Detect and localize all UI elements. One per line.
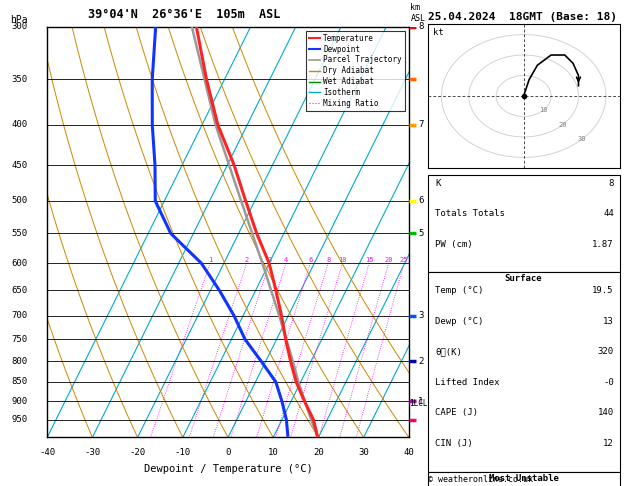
Text: 20: 20	[313, 448, 324, 457]
Text: 1LCL: 1LCL	[409, 399, 427, 408]
Text: K: K	[435, 179, 441, 188]
Text: 20: 20	[384, 257, 393, 263]
Text: 25: 25	[400, 257, 408, 263]
Text: 650: 650	[11, 286, 27, 295]
Text: 300: 300	[11, 22, 27, 31]
FancyBboxPatch shape	[428, 471, 620, 486]
Text: 10: 10	[539, 107, 547, 113]
Text: 450: 450	[11, 160, 27, 170]
Text: 10: 10	[338, 257, 347, 263]
Text: Surface: Surface	[505, 274, 542, 283]
Text: 400: 400	[11, 121, 27, 129]
Text: 6: 6	[418, 196, 424, 206]
Text: kt: kt	[433, 28, 444, 36]
Text: 3: 3	[267, 257, 272, 263]
Text: 800: 800	[11, 357, 27, 366]
Text: 350: 350	[11, 75, 27, 84]
Text: CAPE (J): CAPE (J)	[435, 408, 479, 417]
Text: 700: 700	[11, 311, 27, 320]
Text: Mixing Ratio (g/kg): Mixing Ratio (g/kg)	[433, 181, 442, 283]
Text: 8: 8	[608, 179, 614, 188]
Text: -0: -0	[603, 378, 614, 386]
Text: θᴇ(K): θᴇ(K)	[435, 347, 462, 356]
Legend: Temperature, Dewpoint, Parcel Trajectory, Dry Adiabat, Wet Adiabat, Isotherm, Mi: Temperature, Dewpoint, Parcel Trajectory…	[306, 31, 405, 111]
Text: -20: -20	[130, 448, 146, 457]
Text: 500: 500	[11, 196, 27, 206]
Text: 140: 140	[598, 408, 614, 417]
Text: 25.04.2024  18GMT (Base: 18): 25.04.2024 18GMT (Base: 18)	[428, 12, 616, 22]
Text: 320: 320	[598, 347, 614, 356]
Text: Most Unstable: Most Unstable	[489, 474, 559, 483]
Text: 1: 1	[418, 397, 424, 406]
FancyBboxPatch shape	[428, 175, 620, 272]
Text: CIN (J): CIN (J)	[435, 438, 473, 448]
Text: 4: 4	[284, 257, 288, 263]
Text: 750: 750	[11, 335, 27, 344]
Text: 20: 20	[558, 122, 567, 128]
Text: 7: 7	[418, 121, 424, 129]
Text: Temp (°C): Temp (°C)	[435, 286, 484, 295]
Text: Totals Totals: Totals Totals	[435, 209, 505, 218]
Text: 19.5: 19.5	[593, 286, 614, 295]
Text: -10: -10	[175, 448, 191, 457]
Text: 39°04'N  26°36'E  105m  ASL: 39°04'N 26°36'E 105m ASL	[89, 8, 281, 20]
Text: 2: 2	[418, 357, 424, 366]
Text: © weatheronline.co.uk: © weatheronline.co.uk	[428, 474, 533, 484]
Text: -40: -40	[39, 448, 55, 457]
Text: 15: 15	[365, 257, 374, 263]
Text: 3: 3	[418, 311, 424, 320]
Text: 600: 600	[11, 259, 27, 268]
Text: km
ASL: km ASL	[411, 3, 425, 23]
Text: 8: 8	[326, 257, 330, 263]
Text: 5: 5	[418, 229, 424, 238]
Text: 6: 6	[308, 257, 313, 263]
Text: 10: 10	[268, 448, 279, 457]
Text: hPa: hPa	[9, 15, 27, 25]
Text: 550: 550	[11, 229, 27, 238]
Text: PW (cm): PW (cm)	[435, 240, 473, 249]
Text: 13: 13	[603, 317, 614, 326]
Text: 1.87: 1.87	[593, 240, 614, 249]
Text: 30: 30	[577, 137, 586, 142]
Text: -30: -30	[84, 448, 101, 457]
Text: 44: 44	[603, 209, 614, 218]
Text: 12: 12	[603, 438, 614, 448]
Text: 2: 2	[245, 257, 249, 263]
Text: Dewpoint / Temperature (°C): Dewpoint / Temperature (°C)	[143, 464, 313, 474]
Text: Lifted Index: Lifted Index	[435, 378, 500, 386]
Text: Dewp (°C): Dewp (°C)	[435, 317, 484, 326]
FancyBboxPatch shape	[428, 272, 620, 471]
Text: 950: 950	[11, 416, 27, 424]
Text: 850: 850	[11, 378, 27, 386]
Text: 900: 900	[11, 397, 27, 406]
Text: 8: 8	[418, 22, 424, 31]
Text: 40: 40	[403, 448, 415, 457]
Text: 1: 1	[208, 257, 212, 263]
Text: 30: 30	[359, 448, 369, 457]
Text: 0: 0	[225, 448, 231, 457]
